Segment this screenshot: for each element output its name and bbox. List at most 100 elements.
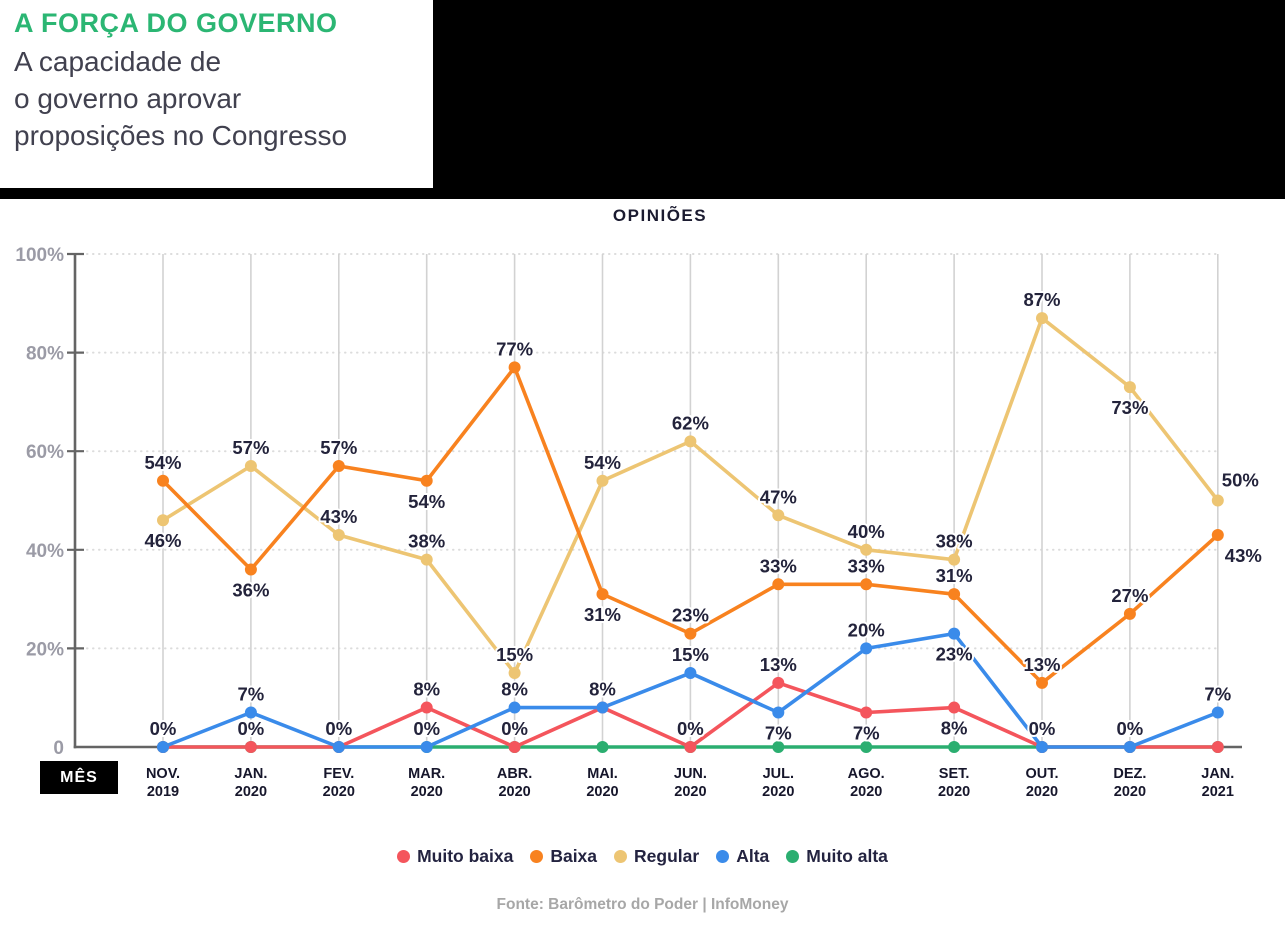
x-tick-label: OUT. 2020: [1025, 766, 1058, 800]
data-point-baixa: [772, 578, 785, 591]
data-label: 62%: [672, 412, 709, 433]
data-label: 13%: [1023, 654, 1060, 675]
x-tick-label: JUN. 2020: [674, 766, 707, 800]
legend-label: Muito baixa: [417, 846, 514, 866]
x-tick-label: ABR. 2020: [497, 766, 532, 800]
legend-label: Muito alta: [806, 846, 888, 866]
data-label: 0%: [325, 718, 352, 739]
data-label: 46%: [144, 530, 181, 551]
data-label: 23%: [672, 605, 709, 626]
data-label: 0%: [238, 718, 265, 739]
chart-title: OPINIÕES: [612, 206, 708, 225]
x-tick-label: FEV. 2020: [323, 766, 355, 800]
data-label: 33%: [760, 555, 797, 576]
data-label: 38%: [936, 531, 973, 552]
data-label: 36%: [232, 580, 269, 601]
data-point-muito-alta: [772, 741, 785, 753]
data-label: 27%: [1111, 585, 1148, 606]
data-point-muito-baixa: [772, 676, 785, 689]
data-point-regular: [684, 435, 697, 448]
data-label: 7%: [765, 722, 792, 743]
data-label: 0%: [1029, 718, 1056, 739]
data-point-regular: [772, 509, 785, 522]
data-point-baixa: [244, 563, 257, 576]
data-label: 87%: [1023, 289, 1060, 310]
data-label: 54%: [408, 491, 445, 512]
data-point-baixa: [948, 588, 961, 601]
data-point-regular: [157, 514, 169, 527]
x-tick-label: JAN. 2021: [1201, 766, 1234, 800]
data-point-alta: [1123, 741, 1136, 753]
data-label: 77%: [496, 338, 533, 359]
data-point-alta: [332, 741, 345, 753]
page-subtitle-line: proposições no Congresso: [14, 120, 348, 151]
legend-label: Baixa: [550, 846, 598, 866]
y-tick-label: 60%: [26, 442, 64, 463]
data-label: 57%: [320, 437, 357, 458]
data-point-alta: [1036, 741, 1048, 753]
data-label: 0%: [1117, 718, 1144, 739]
data-label: 47%: [760, 486, 797, 507]
data-point-baixa: [420, 474, 433, 487]
x-tick-label: NOV. 2019: [146, 766, 180, 800]
data-point-muito-baixa: [1211, 741, 1224, 753]
data-point-muito-alta: [596, 741, 609, 753]
x-tick-label: JUL. 2020: [762, 766, 794, 800]
data-label: 73%: [1111, 397, 1148, 418]
data-label: 8%: [941, 718, 968, 739]
data-label: 50%: [1222, 470, 1259, 491]
page-subtitle-line: o governo aprovar: [14, 83, 242, 114]
data-label: 23%: [936, 644, 973, 665]
data-point-baixa: [508, 361, 521, 374]
data-label: 31%: [936, 565, 973, 586]
y-tick-label: 0: [53, 738, 64, 759]
data-label: 7%: [1204, 683, 1231, 704]
data-point-alta: [684, 667, 697, 680]
chart-legend: Muito baixa Baixa Regular Alta Muito alta: [0, 846, 1285, 867]
legend-item-regular: Regular: [614, 846, 699, 867]
data-label: 8%: [413, 679, 440, 700]
data-label: 33%: [848, 555, 885, 576]
data-label: 0%: [150, 718, 177, 739]
legend-dot-baixa: [530, 850, 544, 863]
data-point-regular: [1211, 494, 1224, 507]
data-point-regular: [332, 529, 345, 542]
data-label: 20%: [848, 619, 885, 640]
x-tick-label: DEZ. 2020: [1113, 766, 1146, 800]
y-tick-label: 100%: [15, 245, 64, 266]
data-point-alta: [860, 642, 873, 655]
data-label: 57%: [232, 437, 269, 458]
data-point-baixa: [1036, 676, 1048, 689]
data-point-muito-alta: [860, 741, 873, 753]
legend-item-muito-baixa: Muito baixa: [397, 846, 513, 867]
data-label: 15%: [496, 644, 533, 665]
data-point-baixa: [1123, 607, 1136, 620]
legend-dot-muito-baixa: [397, 850, 411, 863]
data-point-alta: [157, 741, 169, 753]
data-point-baixa: [332, 459, 345, 472]
data-point-regular: [948, 553, 961, 566]
data-label: 54%: [584, 452, 621, 473]
data-label: 15%: [672, 644, 709, 665]
data-point-baixa: [684, 627, 697, 640]
data-label: 7%: [238, 683, 265, 704]
data-point-regular: [860, 543, 873, 556]
legend-item-baixa: Baixa: [530, 846, 597, 867]
data-label: 0%: [413, 718, 440, 739]
data-label: 43%: [1225, 545, 1262, 566]
data-point-muito-baixa: [420, 701, 433, 714]
x-tick-label: MAR. 2020: [408, 766, 445, 800]
legend-label: Regular: [634, 846, 700, 866]
legend-label: Alta: [736, 846, 770, 866]
data-label: 8%: [501, 679, 528, 700]
data-label: 40%: [848, 521, 885, 542]
data-point-baixa: [157, 474, 169, 487]
line-chart: 100% 80% 60% 40% 20% 0 NOV. 2019 JAN. 2020 FEV. 202…: [15, 245, 1263, 800]
data-point-alta: [772, 706, 785, 719]
data-label: 31%: [584, 604, 621, 625]
data-point-muito-alta: [948, 741, 961, 753]
data-point-regular: [508, 667, 521, 680]
data-point-muito-baixa: [244, 741, 257, 753]
data-label: 38%: [408, 531, 445, 552]
y-tick-label: 40%: [26, 541, 64, 562]
